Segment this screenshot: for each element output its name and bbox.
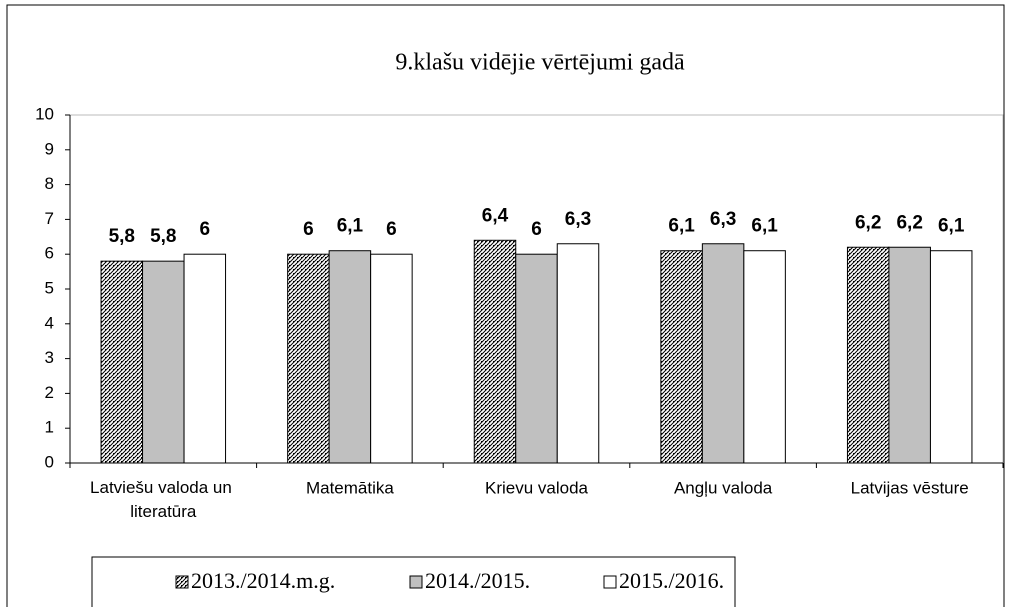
y-tick-label: 0 xyxy=(45,452,54,471)
chart-title: 9.klašu vidējie vērtējumi gadā xyxy=(395,50,685,76)
bar xyxy=(328,250,372,464)
data-label: 6,1 xyxy=(938,216,965,237)
x-tick-label: Angļu valoda xyxy=(674,478,773,497)
legend-label: 2015./2016. xyxy=(619,568,724,593)
bar xyxy=(287,253,330,464)
y-tick-label: 4 xyxy=(45,313,54,332)
y-tick-label: 6 xyxy=(45,244,54,263)
y-tick-label: 5 xyxy=(45,278,54,297)
bar xyxy=(660,250,703,464)
y-tick-label: 3 xyxy=(45,348,54,367)
legend-label: 2014./2015. xyxy=(425,568,530,593)
data-label: 5,8 xyxy=(109,226,135,247)
y-tick-label: 8 xyxy=(45,174,54,193)
data-label: 6,2 xyxy=(896,212,922,233)
legend-swatch xyxy=(175,575,189,589)
legend-label: 2013./2014.m.g. xyxy=(191,568,335,593)
bar xyxy=(473,239,517,464)
bar xyxy=(142,260,185,464)
y-tick-label: 9 xyxy=(45,139,54,158)
bar xyxy=(515,253,558,464)
y-tick-label: 1 xyxy=(45,418,54,437)
data-label: 6,3 xyxy=(710,209,736,230)
data-label: 6 xyxy=(531,219,542,240)
y-tick-label: 7 xyxy=(45,209,54,228)
bar xyxy=(929,250,973,464)
data-label: 6,1 xyxy=(668,216,695,237)
data-label: 5,8 xyxy=(150,226,176,247)
data-label: 6 xyxy=(303,219,314,240)
bar xyxy=(183,253,227,464)
y-tick-label: 2 xyxy=(45,383,54,402)
bar xyxy=(370,253,413,464)
x-tick-label: Latvijas vēsture xyxy=(851,478,969,497)
data-label: 6,1 xyxy=(751,216,778,237)
bar xyxy=(100,260,144,464)
y-tick-label: 10 xyxy=(35,104,54,123)
bar xyxy=(556,243,600,464)
legend-swatch xyxy=(603,575,617,589)
data-label: 6,3 xyxy=(565,209,591,230)
data-label: 6,2 xyxy=(855,212,881,233)
data-label: 6,4 xyxy=(482,205,509,226)
legend-swatch xyxy=(409,575,423,589)
bar xyxy=(846,246,890,464)
x-tick-label: Krievu valoda xyxy=(485,478,589,497)
bar xyxy=(701,243,745,464)
bar xyxy=(888,246,931,464)
bar xyxy=(743,250,786,464)
data-label: 6,1 xyxy=(337,216,364,237)
x-tick-label: Latviešu valoda un literatūra xyxy=(90,478,237,521)
data-label: 6 xyxy=(200,219,211,240)
data-label: 6 xyxy=(386,219,397,240)
x-tick-label: Matemātika xyxy=(306,478,394,497)
